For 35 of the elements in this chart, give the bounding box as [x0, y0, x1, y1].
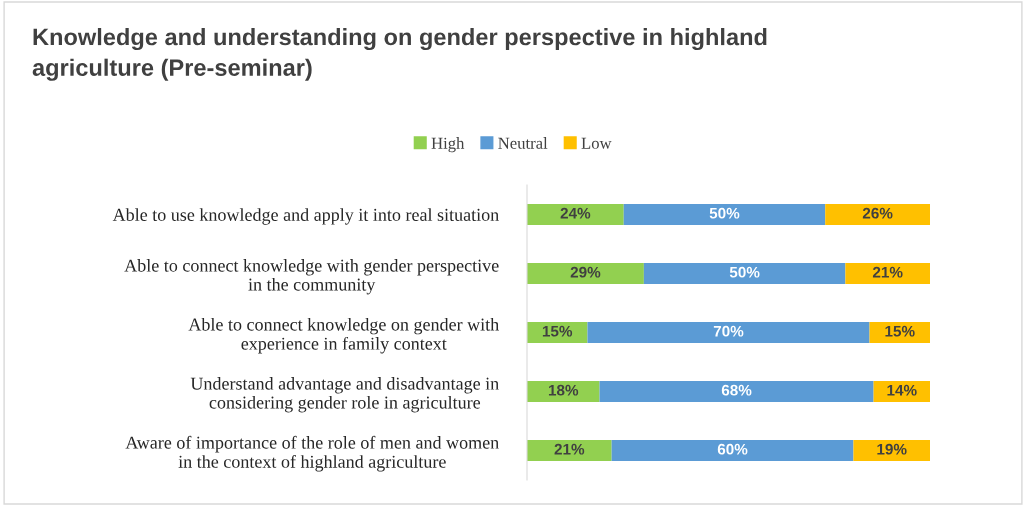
data-label: 70%: [713, 325, 744, 337]
data-label: 15%: [885, 325, 915, 337]
data-label: 26%: [862, 207, 893, 219]
bar: [587, 321, 870, 344]
bar: [825, 203, 930, 226]
data-label: 19%: [877, 443, 907, 455]
bar: [527, 439, 612, 462]
y-tick-label: Able to connect knowledge on gender with experience in family context: [188, 317, 499, 354]
data-label: 21%: [872, 266, 903, 278]
bar: [527, 203, 624, 226]
bar: [623, 203, 826, 226]
bar: [853, 439, 930, 462]
legend-label: High: [431, 137, 465, 153]
y-tick-label: Able to use knowledge and apply it into real situation: [112, 208, 499, 225]
y-tick-label: Able to connect knowledge with gender perspective in the community: [124, 259, 499, 295]
bar: [599, 380, 874, 403]
data-label: 14%: [887, 384, 917, 396]
bar: [611, 439, 854, 462]
data-label: 18%: [548, 384, 579, 396]
data-label: 29%: [570, 266, 601, 278]
chart-title: Knowledge and understanding on gender perspective in highland agriculture (Pre-seminar): [32, 28, 767, 81]
bar: [527, 262, 644, 285]
data-label: 60%: [717, 443, 748, 455]
legend-label: Neutral: [498, 137, 548, 149]
data-label: 68%: [721, 384, 752, 396]
y-tick-label: Aware of importance of the role of men and women in the context of highland agriculture: [125, 435, 499, 472]
legend-label: Low: [581, 137, 612, 149]
y-tick-label: Understand advantage and disadvantage in considering gender role in agriculture: [190, 377, 499, 413]
data-label: 21%: [554, 443, 585, 455]
bar: [845, 262, 930, 285]
bar: [643, 262, 846, 285]
data-label: 50%: [729, 266, 760, 278]
data-label: 50%: [709, 207, 740, 219]
data-label: 15%: [542, 325, 573, 337]
data-label: 24%: [560, 207, 591, 219]
